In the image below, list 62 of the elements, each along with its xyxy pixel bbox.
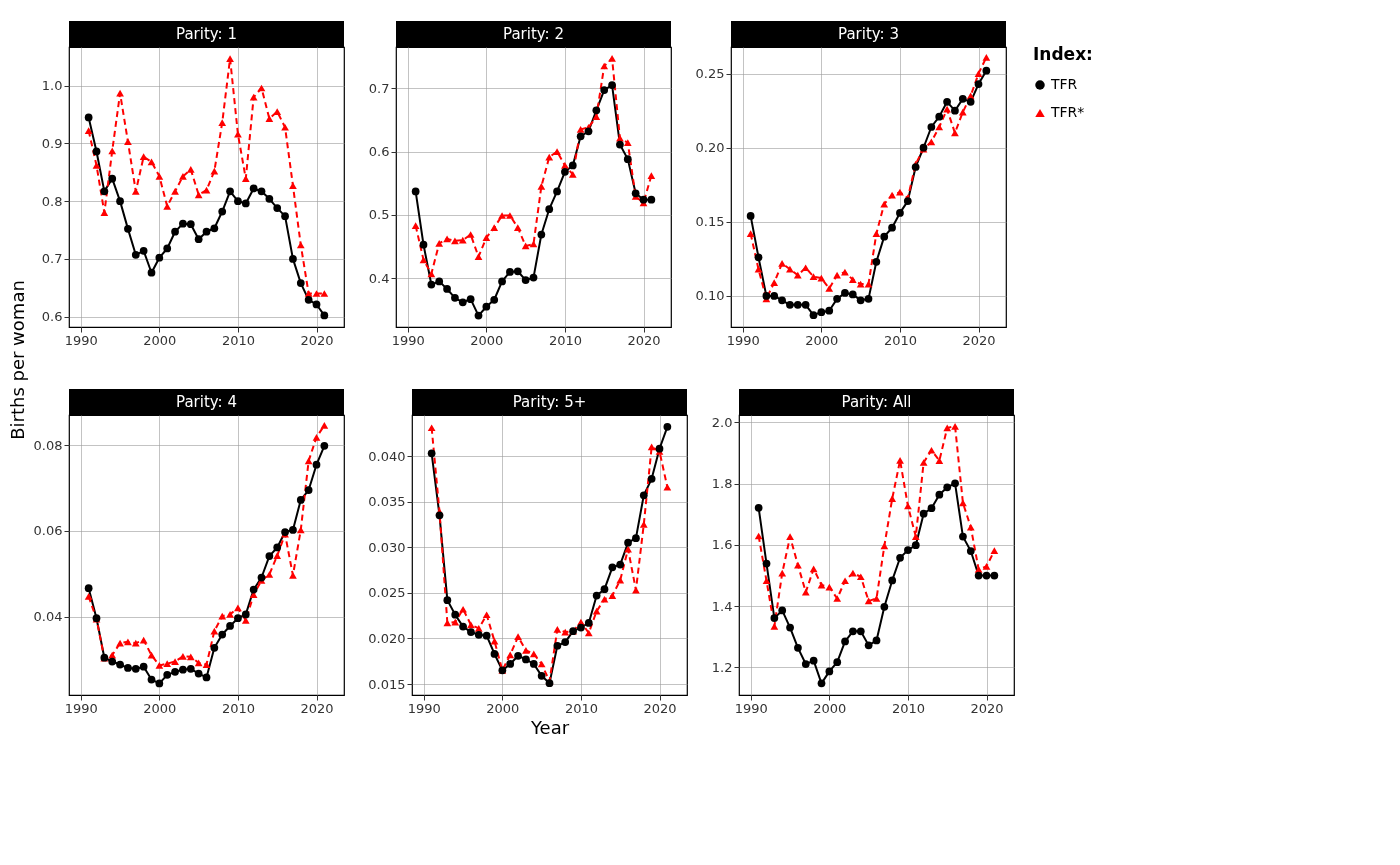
- x-tick-label: 2000: [143, 700, 177, 716]
- x-tick-label: 1990: [407, 700, 441, 716]
- x-tick-label: 1990: [64, 332, 98, 348]
- y-tick-label: 0.20: [695, 140, 725, 156]
- x-tick-label: 2000: [143, 332, 177, 348]
- x-tick-label: 2000: [470, 332, 504, 348]
- chart-title: Parity: All: [841, 393, 912, 411]
- x-tick-label: 1990: [391, 332, 425, 348]
- y-tick-label: 0.08: [33, 437, 63, 453]
- y-tick-label: 0.035: [368, 494, 406, 510]
- x-tick-label: 2000: [813, 700, 847, 716]
- y-tick-label: 0.5: [368, 207, 390, 223]
- y-tick-label: 0.06: [33, 523, 63, 539]
- chart-title: Parity: 5+: [512, 393, 587, 411]
- x-axis-title: Year: [529, 716, 570, 738]
- chart-title: Parity: 4: [176, 393, 237, 411]
- x-tick-label: 2010: [564, 700, 598, 716]
- x-tick-label: 1990: [64, 700, 98, 716]
- x-tick-label: 2020: [300, 332, 334, 348]
- y-tick-label: 1.0: [41, 78, 63, 94]
- y-tick-label: 0.6: [41, 309, 63, 325]
- y-tick-label: 0.030: [368, 539, 406, 555]
- y-tick-label: 0.25: [695, 66, 725, 82]
- x-tick-label: 1990: [734, 700, 768, 716]
- y-axis-title: Births per woman: [7, 280, 28, 440]
- x-tick-label: 2000: [486, 700, 520, 716]
- y-tick-label: 1.6: [711, 537, 733, 553]
- x-tick-label: 2010: [883, 332, 917, 348]
- y-tick-label: 0.6: [368, 144, 390, 160]
- x-tick-label: 2010: [221, 332, 255, 348]
- y-tick-label: 0.10: [695, 288, 725, 304]
- x-tick-label: 2020: [962, 332, 996, 348]
- y-tick-label: 1.4: [711, 598, 733, 614]
- y-tick-label: 0.8: [41, 193, 63, 209]
- legend-label: TFR*: [1050, 104, 1085, 120]
- y-tick-label: 0.4: [368, 270, 390, 286]
- x-tick-label: 2020: [627, 332, 661, 348]
- x-tick-label: 1990: [726, 332, 760, 348]
- legend-title: Index:: [1033, 44, 1093, 64]
- y-tick-label: 0.15: [695, 214, 725, 230]
- y-tick-label: 1.2: [711, 659, 733, 675]
- y-tick-label: 0.015: [368, 676, 406, 692]
- x-tick-label: 2020: [300, 700, 334, 716]
- y-tick-label: 0.040: [368, 448, 406, 464]
- y-tick-label: 0.04: [33, 609, 63, 625]
- y-tick-label: 0.9: [41, 135, 63, 151]
- y-tick-label: 2.0: [711, 414, 733, 430]
- chart-title: Parity: 3: [838, 25, 899, 43]
- x-tick-label: 2010: [221, 700, 255, 716]
- x-tick-label: 2010: [548, 332, 582, 348]
- y-tick-label: 0.020: [368, 630, 406, 646]
- x-tick-label: 2020: [970, 700, 1004, 716]
- chart-title: Parity: 2: [503, 25, 564, 43]
- x-tick-label: 2010: [891, 700, 925, 716]
- chart-title: Parity: 1: [176, 25, 237, 43]
- y-tick-label: 1.8: [711, 476, 733, 492]
- x-tick-label: 2000: [805, 332, 839, 348]
- y-tick-label: 0.7: [41, 251, 63, 267]
- y-tick-label: 0.025: [368, 585, 406, 601]
- x-tick-label: 2020: [643, 700, 677, 716]
- y-tick-label: 0.7: [368, 80, 390, 96]
- legend-label: TFR: [1050, 76, 1078, 92]
